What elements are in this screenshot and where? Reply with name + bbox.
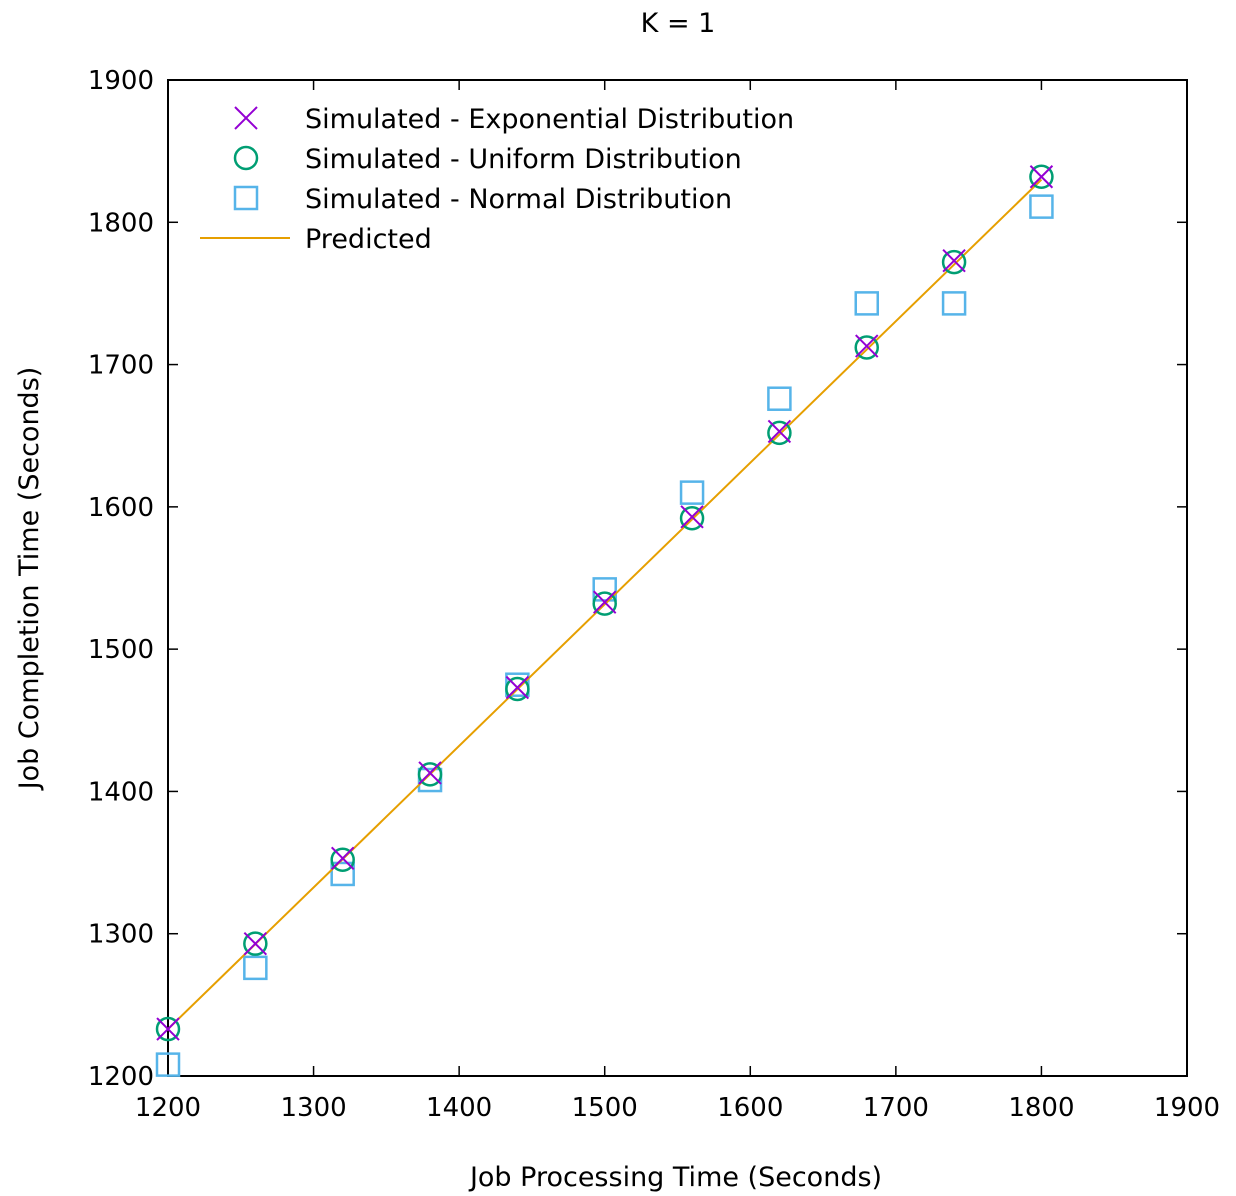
x-tick-label: 1600 <box>717 1093 783 1123</box>
y-tick-label: 1300 <box>88 920 154 950</box>
legend-label: Simulated - Normal Distribution <box>305 184 732 215</box>
x-tick-label: 1300 <box>280 1093 346 1123</box>
data-point-square <box>417 767 443 793</box>
y-tick-label: 1600 <box>88 493 154 523</box>
data-point-x <box>1029 165 1054 189</box>
legend-label: Simulated - Exponential Distribution <box>305 104 794 135</box>
y-axis-label: Job Completion Time (Seconds) <box>14 367 45 792</box>
data-point-square <box>592 577 617 602</box>
data-point-x <box>156 1017 180 1041</box>
data-point-circle <box>1029 164 1054 190</box>
x-tick-label: 1900 <box>1154 1093 1220 1123</box>
data-point-square <box>243 955 268 981</box>
series-layer <box>155 164 1054 1077</box>
data-point-square <box>330 861 355 887</box>
data-point-x <box>942 248 966 273</box>
x-tick-label: 1700 <box>863 1093 929 1123</box>
data-point-square <box>1029 194 1054 219</box>
plot-frame <box>167 79 1188 1077</box>
legend-symbol-square <box>233 185 259 211</box>
data-point-circle <box>243 931 268 956</box>
data-point-x <box>330 846 355 871</box>
data-point-circle <box>854 335 879 360</box>
x-tick-label: 1400 <box>426 1093 492 1123</box>
data-point-square <box>941 291 967 316</box>
data-point-x <box>593 590 617 614</box>
data-point-square <box>679 480 705 505</box>
legend-label: Predicted <box>305 224 432 255</box>
data-point-x <box>243 931 268 956</box>
data-point-x <box>680 505 704 529</box>
data-point-x <box>767 419 792 444</box>
chart-title: K = 1 <box>641 8 716 39</box>
x-axis-label: Job Processing Time (Seconds) <box>468 1162 882 1193</box>
data-point-circle <box>330 847 355 872</box>
data-point-square <box>767 386 792 411</box>
data-point-circle <box>155 1016 181 1042</box>
series-line-predicted <box>167 178 1043 1030</box>
data-point-x <box>855 334 879 358</box>
data-point-square <box>155 1052 181 1077</box>
data-point-x <box>418 761 442 785</box>
data-point-circle <box>417 762 443 787</box>
y-tick-label: 1400 <box>88 777 154 807</box>
y-tick-label: 1200 <box>88 1062 154 1092</box>
axis-ticks: 1200 1300 1400 1500 1600 1700 1800 1900 1200 1300… <box>88 66 1220 1123</box>
data-point-square <box>854 291 879 316</box>
legend-symbol-x <box>234 106 258 130</box>
legend-label: Simulated - Uniform Distribution <box>305 144 742 175</box>
x-tick-label: 1500 <box>572 1093 638 1123</box>
data-point-x <box>505 675 530 700</box>
x-tick-label: 1200 <box>135 1093 201 1123</box>
legend: Simulated - Exponential Distribution Simu… <box>200 104 794 255</box>
x-tick-label: 1800 <box>1008 1093 1074 1123</box>
data-point-circle <box>592 591 617 616</box>
y-tick-label: 1800 <box>88 208 154 238</box>
data-point-circle <box>941 249 967 275</box>
data-point-circle <box>767 420 792 446</box>
y-tick-label: 1500 <box>88 635 154 665</box>
data-point-circle <box>679 505 705 531</box>
y-tick-label: 1900 <box>88 66 154 96</box>
plot-area <box>167 79 1188 1077</box>
y-tick-label: 1700 <box>88 351 154 381</box>
data-point-circle <box>505 676 530 702</box>
legend-symbol-circle <box>233 145 259 171</box>
